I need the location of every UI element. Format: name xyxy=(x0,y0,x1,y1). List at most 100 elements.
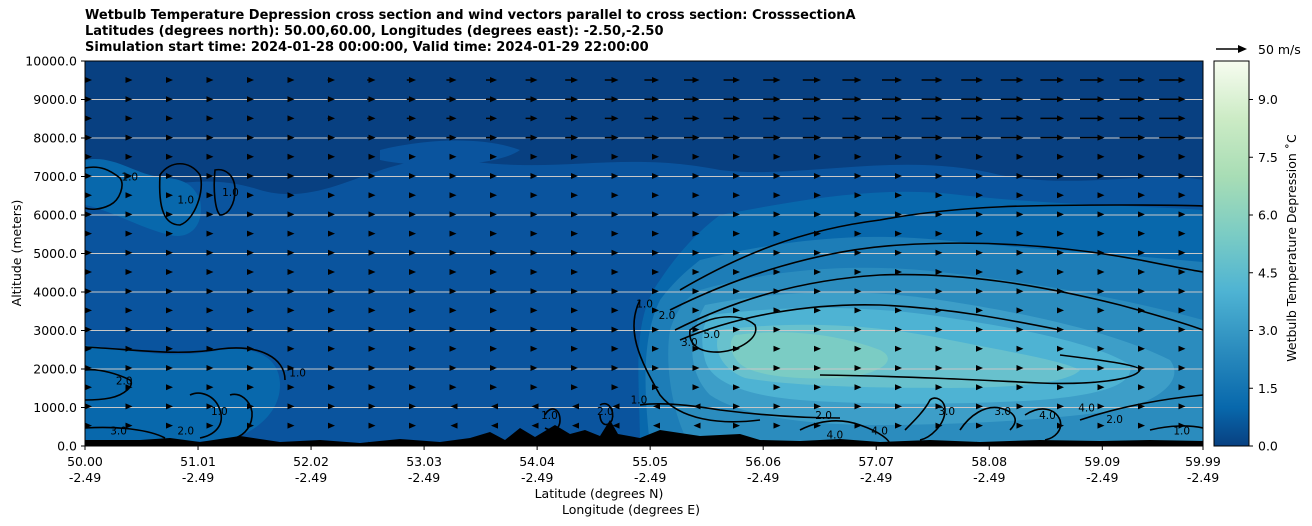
colorbar-tick-label: 1.5 xyxy=(1258,381,1278,396)
wind-vector xyxy=(328,422,335,429)
wind-vector xyxy=(935,211,943,218)
wind-vector xyxy=(1016,230,1024,237)
wind-vector xyxy=(287,403,295,410)
wind-vector xyxy=(895,153,902,160)
wind-vector xyxy=(565,134,578,141)
wind-vector xyxy=(85,422,92,429)
wind-vector xyxy=(287,326,295,333)
wind-vector xyxy=(1016,307,1024,314)
wind-vector xyxy=(247,230,254,237)
wind-vector xyxy=(692,211,700,218)
wind-vector xyxy=(802,134,821,141)
contour-line xyxy=(213,168,236,216)
wind-vector xyxy=(814,403,821,410)
wind-vector xyxy=(1057,173,1064,179)
wind-vector xyxy=(773,365,781,371)
wind-vector xyxy=(935,153,943,160)
wind-vector xyxy=(449,192,457,199)
wind-vector xyxy=(328,365,335,371)
wind-vector xyxy=(1097,249,1105,256)
wind-vector xyxy=(1159,77,1186,83)
wind-vector xyxy=(1097,269,1105,275)
wind-vector xyxy=(882,77,902,83)
wind-vector xyxy=(1016,422,1024,429)
wind-vector xyxy=(1016,345,1024,352)
wind-vector xyxy=(763,96,781,103)
wind-vector xyxy=(166,269,173,275)
wind-vector xyxy=(565,77,578,83)
wind-vector xyxy=(604,115,619,122)
wind-vector xyxy=(530,230,538,237)
wind-vector xyxy=(247,288,254,295)
contour-label: 2.0 xyxy=(659,310,676,322)
wind-vector xyxy=(85,345,92,352)
wind-vector xyxy=(406,115,416,122)
wind-vector xyxy=(611,288,619,295)
wind-vector xyxy=(530,307,538,314)
contour-lines xyxy=(85,162,1203,446)
contour-line xyxy=(959,406,1016,431)
wind-vector xyxy=(530,211,538,218)
wind-vector xyxy=(206,365,214,371)
wind-vector xyxy=(652,269,659,275)
wind-vector xyxy=(1097,384,1105,391)
wind-vector xyxy=(652,249,659,256)
wind-vector xyxy=(692,192,700,199)
wind-vector xyxy=(733,345,740,352)
wind-vector xyxy=(692,249,700,256)
wind-vector xyxy=(490,192,497,199)
wind-vector xyxy=(773,173,781,179)
wind-vector xyxy=(854,345,862,352)
wind-vector xyxy=(814,345,821,352)
wind-vector xyxy=(531,441,539,446)
wind-vector xyxy=(328,288,335,295)
wind-vector xyxy=(85,384,92,391)
wind-vector xyxy=(449,153,457,160)
wind-vector xyxy=(802,115,821,122)
wind-vector xyxy=(125,365,133,371)
wind-vector xyxy=(490,365,497,371)
wind-vector xyxy=(85,230,92,237)
wind-vector xyxy=(166,249,173,256)
wind-vector xyxy=(572,441,579,446)
wind-vector xyxy=(166,153,173,160)
wind-vector xyxy=(653,422,660,429)
x-tick-label-lat: 57.07 xyxy=(858,454,894,469)
wind-vector xyxy=(446,96,457,103)
wind-vector xyxy=(166,115,173,122)
wind-vector xyxy=(1119,115,1145,122)
wind-vector xyxy=(367,77,376,83)
wind-vector xyxy=(1097,307,1105,314)
wind-vector xyxy=(652,211,659,218)
wind-vector xyxy=(644,134,659,141)
wind-vector xyxy=(814,269,821,275)
y-tick-label: 0.0 xyxy=(57,439,77,454)
wind-vector xyxy=(814,326,821,333)
wind-vector xyxy=(368,153,376,160)
wind-vector xyxy=(486,96,497,103)
contour-label: 4.0 xyxy=(1078,402,1095,414)
wind-vector xyxy=(247,326,254,333)
wind-vector xyxy=(1119,96,1145,103)
wind-vector xyxy=(206,288,214,295)
wind-vector xyxy=(1016,153,1024,160)
wind-vector xyxy=(773,326,781,333)
wind-vector xyxy=(409,422,416,429)
wind-vector xyxy=(814,230,821,237)
wind-vector xyxy=(1016,326,1024,333)
wind-vector xyxy=(763,134,781,141)
y-tick-label: 9000.0 xyxy=(33,92,77,107)
wind-vector xyxy=(328,307,335,314)
contour-label: 2.0 xyxy=(597,406,614,418)
wind-vector xyxy=(367,134,376,141)
wind-vector xyxy=(882,96,902,103)
wind-vector xyxy=(449,307,457,314)
wind-vector xyxy=(530,365,538,371)
wind-vector xyxy=(409,441,416,446)
wind-vector xyxy=(486,115,497,122)
wind-vector xyxy=(1159,115,1186,122)
wind-vector xyxy=(287,345,295,352)
y-tick-label: 7000.0 xyxy=(33,169,77,184)
wind-vector xyxy=(644,115,659,122)
wind-vector xyxy=(166,211,173,218)
